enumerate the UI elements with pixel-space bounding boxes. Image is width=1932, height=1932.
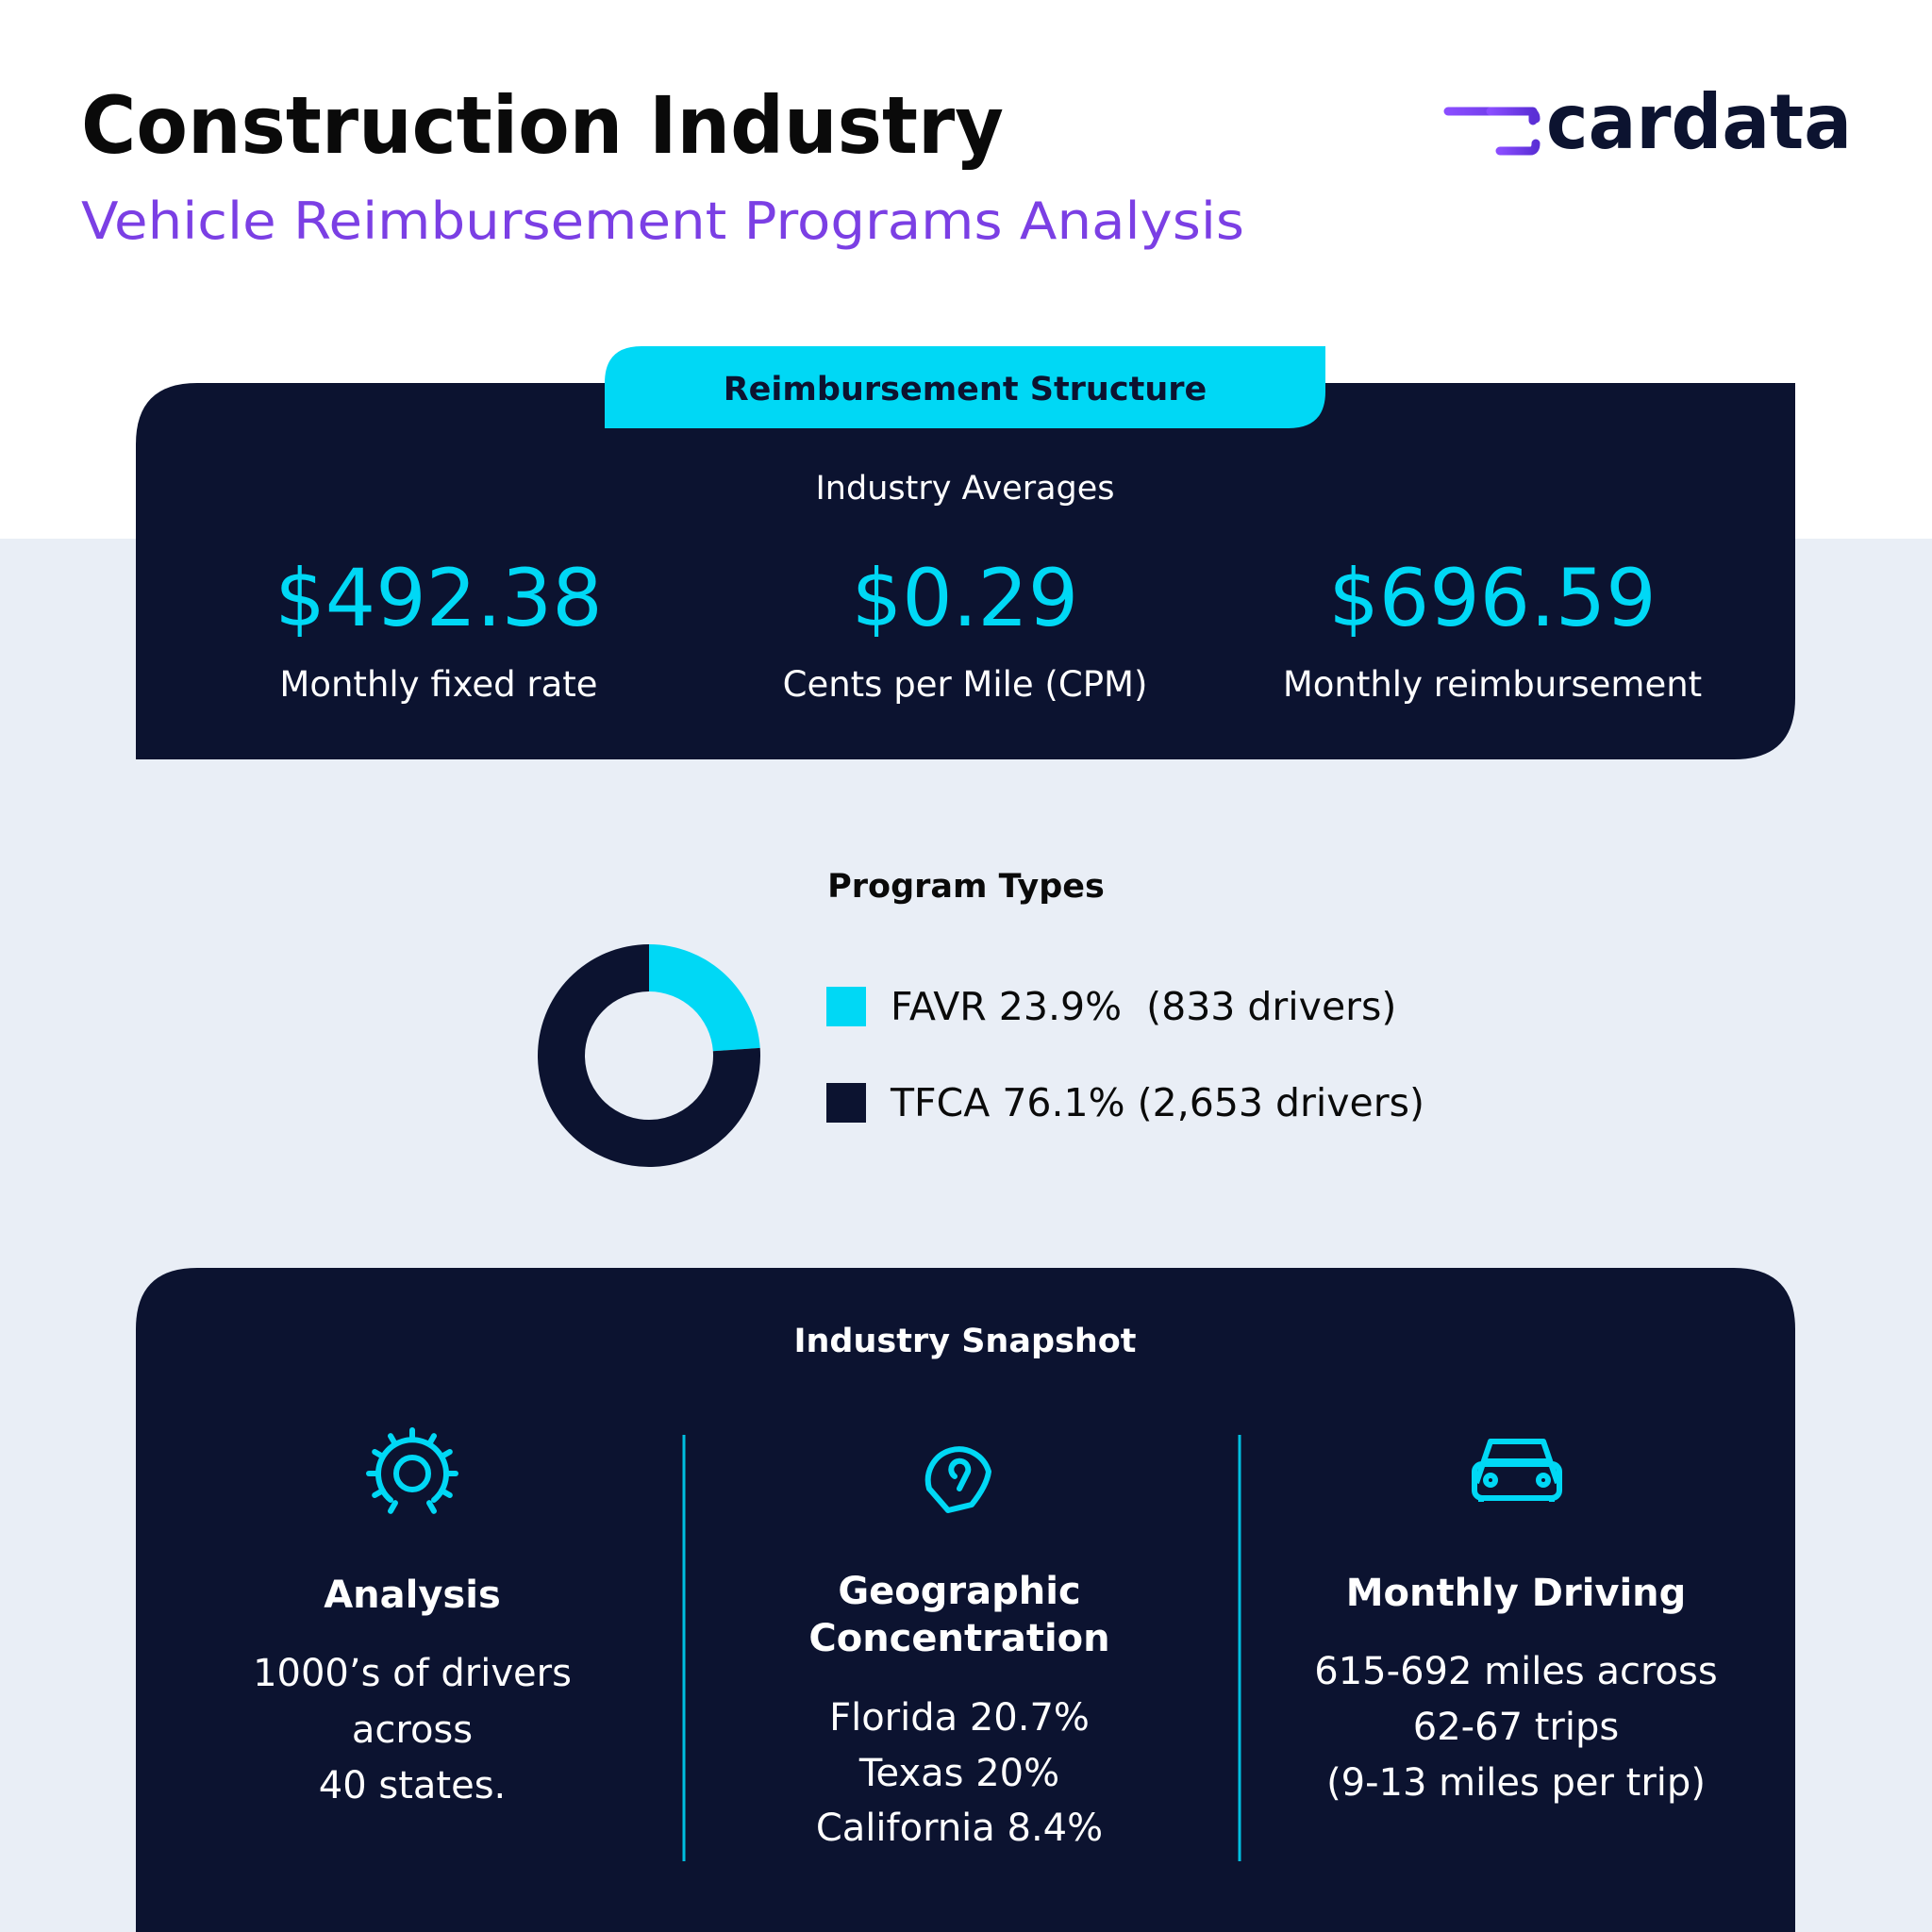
column-heading: Geographic	[838, 1570, 1080, 1613]
column-line: California 8.4%	[816, 1807, 1103, 1850]
gear-tooth	[372, 1488, 386, 1498]
gear-tooth	[439, 1449, 453, 1459]
legend-swatch	[826, 987, 866, 1026]
subtitle: Vehicle Reimbursement Programs Analysis	[81, 192, 1244, 251]
metric-label: Monthly reimbursement	[1283, 664, 1702, 705]
column-line: across	[352, 1708, 473, 1752]
logo: cardata	[1546, 78, 1852, 166]
column: Analysis 1000’s of drivers across 40 sta…	[253, 1574, 572, 1807]
gear-tooth	[426, 1433, 437, 1447]
metric-value: $0.29	[852, 552, 1078, 644]
legend-swatch	[826, 1083, 866, 1123]
logo-icon	[1443, 107, 1541, 156]
metric-label: Monthly fixed rate	[279, 664, 597, 705]
gear-tooth	[372, 1449, 386, 1459]
section-heading: Industry Averages	[815, 470, 1114, 508]
car-icon	[1472, 1439, 1562, 1502]
gear-tooth	[439, 1488, 453, 1498]
column: Monthly Driving 615-692 miles across 62-…	[1314, 1572, 1717, 1805]
column-heading: Monthly Driving	[1346, 1572, 1687, 1615]
metrics: $492.38 Monthly fixed rate $0.29 Cents p…	[275, 552, 1702, 705]
column-line: 615-692 miles across	[1314, 1650, 1717, 1693]
gear-icon	[366, 1427, 458, 1514]
metric-label: Cents per Mile (CPM)	[783, 664, 1148, 705]
tab-label: Reimbursement Structure	[724, 371, 1208, 408]
legend: FAVR 23.9% (833 drivers) TFCA 76.1% (2,65…	[826, 984, 1424, 1125]
column-line: 62-67 trips	[1413, 1706, 1619, 1749]
gear-tooth	[388, 1433, 398, 1447]
column: Geographic Concentration Florida 20.7% T…	[808, 1570, 1109, 1850]
column-heading: Concentration	[808, 1617, 1109, 1660]
column-line: 1000’s of drivers	[253, 1652, 572, 1695]
column-line: Texas 20%	[858, 1752, 1059, 1795]
program-types-title: Program Types	[827, 868, 1105, 906]
pin-icon	[924, 1446, 991, 1513]
legend-label: TFCA 76.1% (2,653 drivers)	[890, 1080, 1424, 1125]
donut-segment	[537, 944, 760, 1167]
tab	[605, 346, 1325, 428]
gear-tooth	[426, 1500, 437, 1514]
metric-value: $696.59	[1328, 552, 1656, 644]
title: Construction Industry	[81, 79, 1004, 172]
snapshot-title: Industry Snapshot	[793, 1323, 1136, 1360]
donut-segment	[649, 944, 760, 1052]
snapshot-card	[136, 1268, 1795, 1932]
reimbursement-card	[136, 383, 1795, 759]
legend-label: FAVR 23.9% (833 drivers)	[891, 984, 1396, 1029]
column-line: (9-13 miles per trip)	[1326, 1761, 1706, 1805]
gear-tooth	[388, 1500, 398, 1514]
donut	[537, 944, 760, 1167]
column-line: 40 states.	[319, 1764, 507, 1807]
column-line: Florida 20.7%	[829, 1696, 1090, 1740]
metric-value: $492.38	[275, 552, 602, 644]
column-heading: Analysis	[324, 1574, 501, 1617]
